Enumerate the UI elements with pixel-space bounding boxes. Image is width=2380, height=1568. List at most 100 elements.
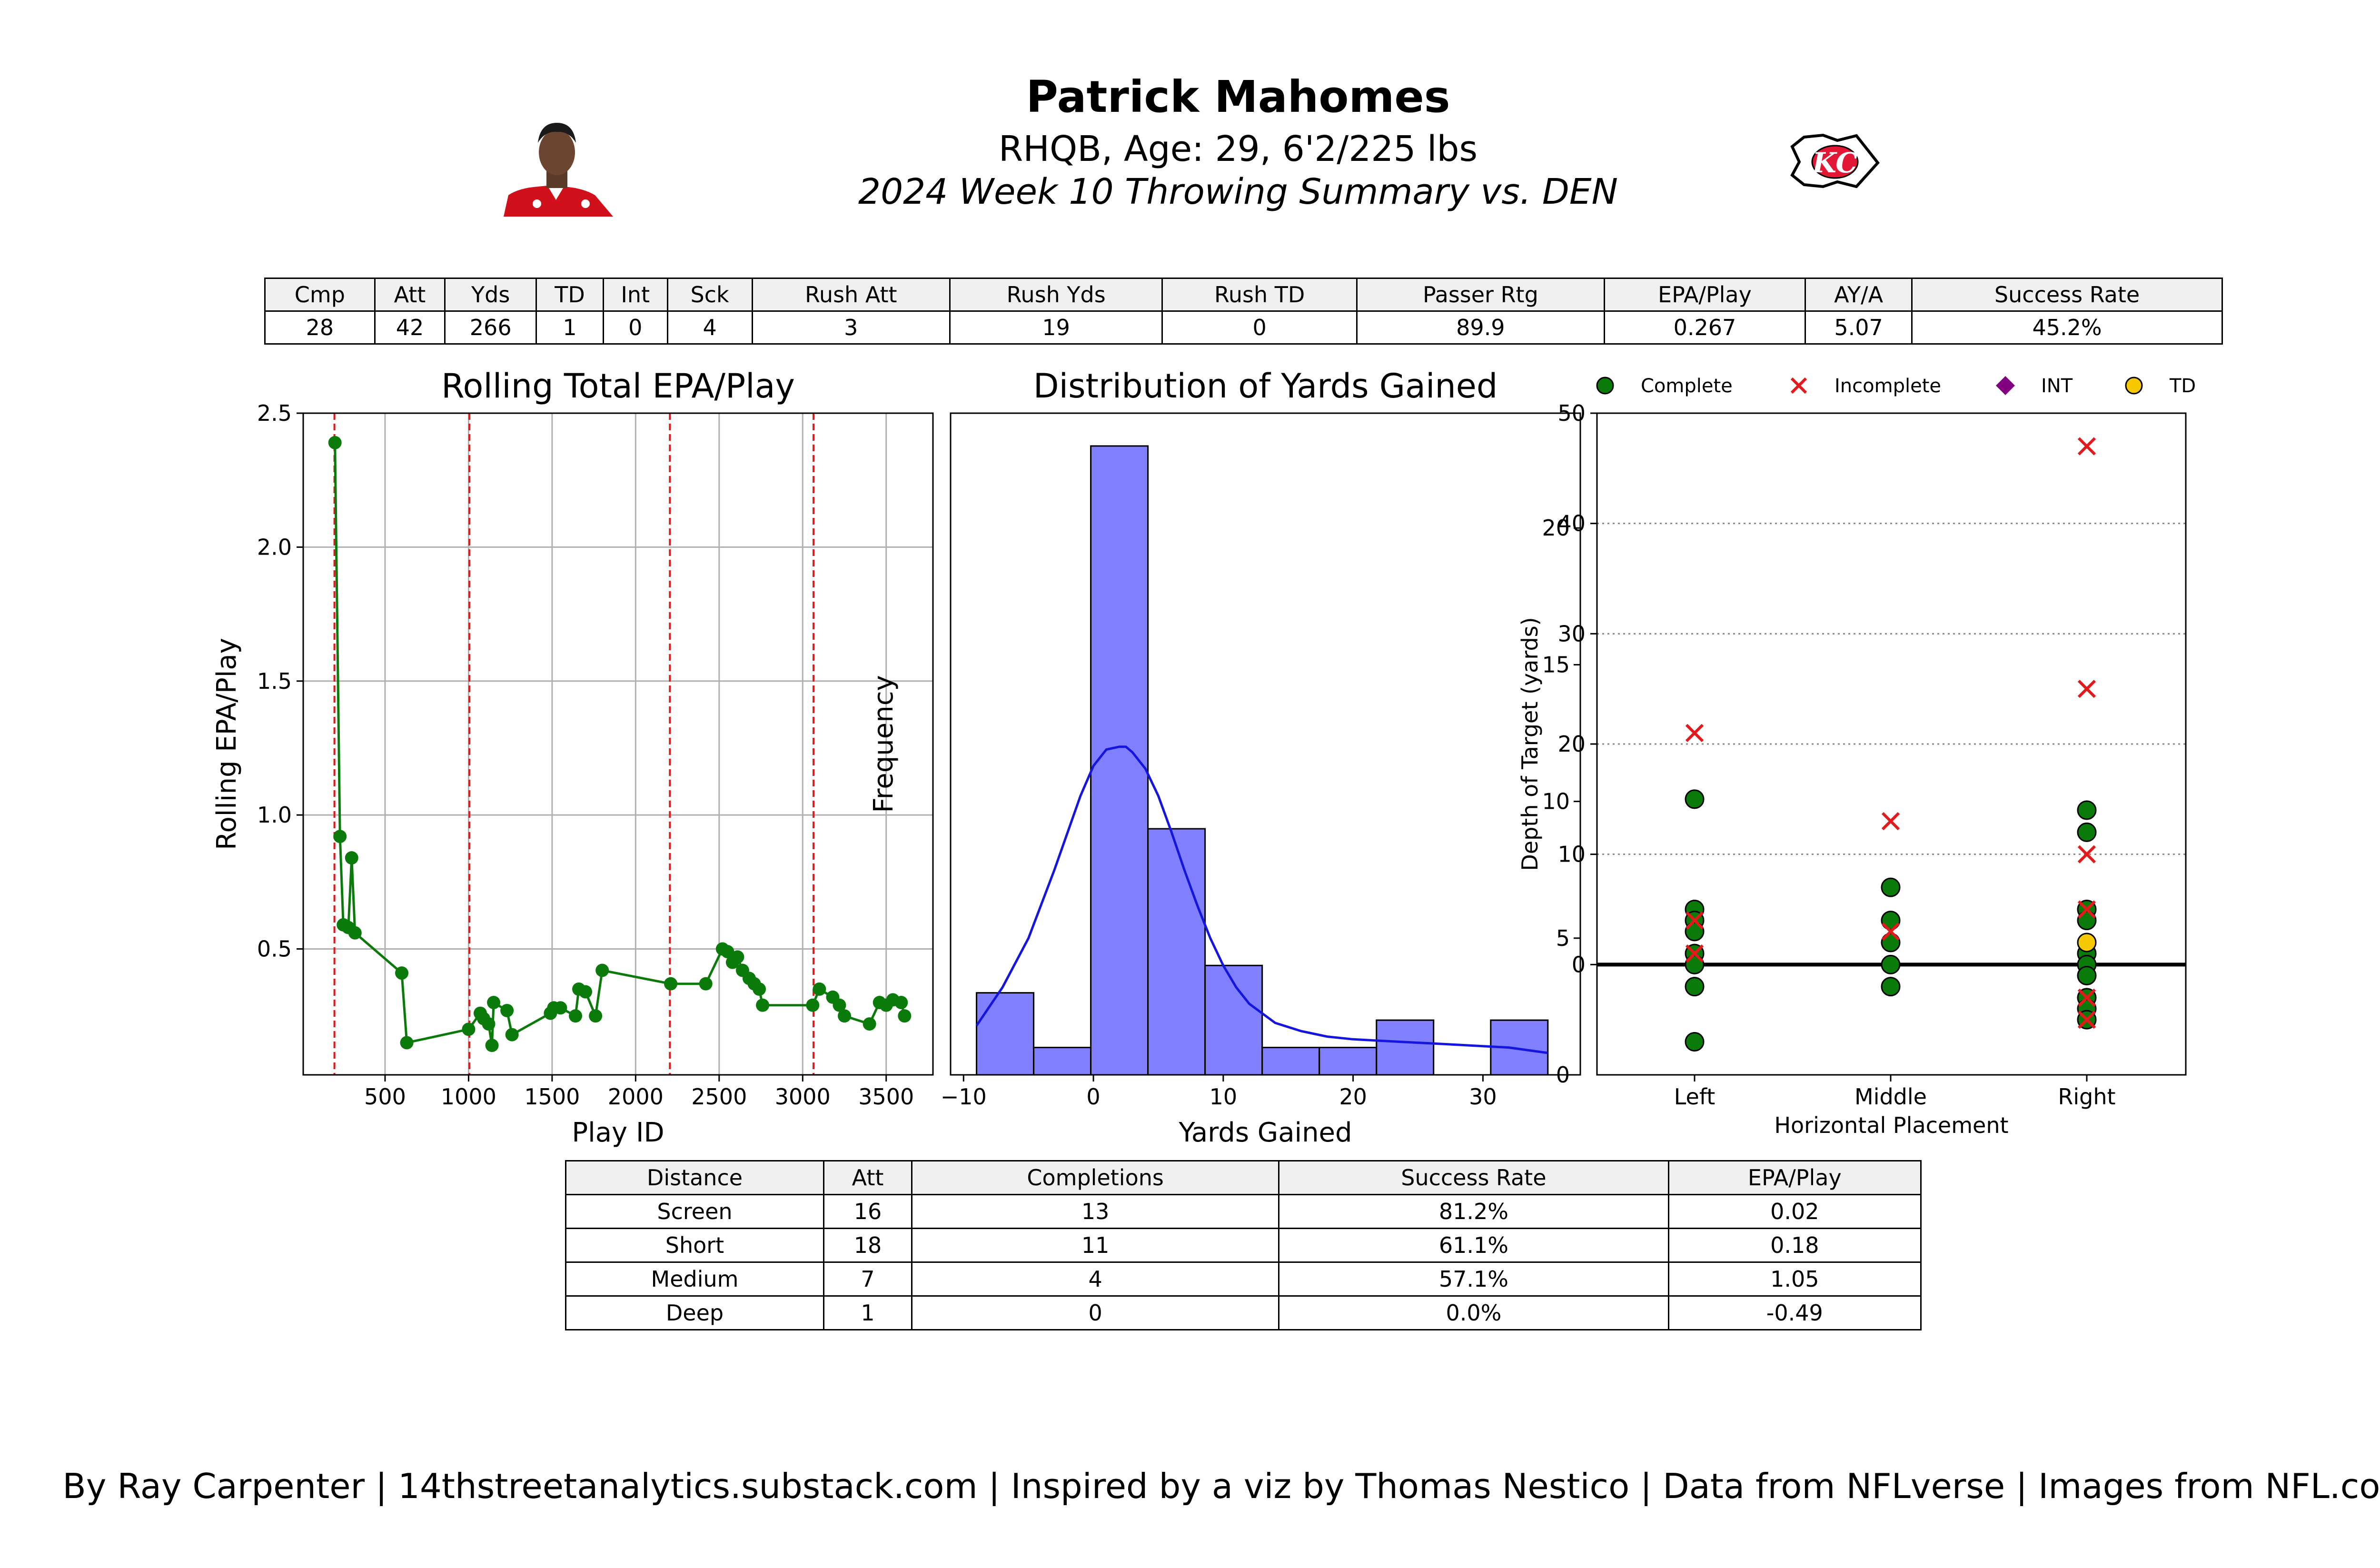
distance-row: Deep 1 0 0.0% -0.49 xyxy=(565,1295,1922,1330)
summary-header-cell: EPA/Play xyxy=(1603,278,1806,312)
summary-header-cell: Cmp xyxy=(264,278,376,312)
distance-cell: 1.05 xyxy=(1667,1261,1922,1297)
kansas-city-chiefs-logo-icon: KC xyxy=(1790,133,1880,189)
rolling-epa-point xyxy=(595,963,609,977)
y-tick-label: 1.0 xyxy=(257,802,292,828)
summary-header-cell: Int xyxy=(602,278,668,312)
summary-header-cell: Yds xyxy=(444,278,537,312)
rolling-epa-point xyxy=(806,998,820,1012)
rolling-epa-point xyxy=(579,985,593,999)
distance-header-cell: Success Rate xyxy=(1278,1160,1669,1195)
summary-value-cell: 19 xyxy=(949,310,1163,345)
axes-frame xyxy=(302,412,934,1076)
rolling-epa-point xyxy=(731,950,744,964)
x-stroke xyxy=(1881,922,1900,941)
x-axis-label: Yards Gained xyxy=(1178,1117,1352,1148)
player-bio: RHQB, Age: 29, 6'2/225 lbs xyxy=(998,129,1478,169)
x-stroke xyxy=(2077,900,2096,919)
rolling-epa-point xyxy=(395,966,409,980)
complete-pass-marker xyxy=(1685,977,1705,997)
incomplete-pass-marker xyxy=(2077,988,2096,1007)
legend-label: Incomplete xyxy=(1835,375,1941,397)
incomplete-pass-marker xyxy=(2077,900,2096,919)
distance-cell: 13 xyxy=(911,1194,1280,1229)
legend-complete-marker xyxy=(1596,377,1614,395)
summary-header-row: Cmp Att Yds TD Int Sck Rush Att Rush Yds Rush TD… xyxy=(264,278,2223,312)
summary-header-cell: Passer Rtg xyxy=(1356,278,1605,312)
kde-curve xyxy=(975,745,1548,1054)
legend-label: Complete xyxy=(1641,375,1733,397)
distance-header-row: Distance Att Completions Success Rate EPA/Pl… xyxy=(565,1160,1922,1195)
rolling-epa-point xyxy=(813,982,826,996)
axes-frame xyxy=(950,412,1581,1076)
x-tick-label: Middle xyxy=(1854,1084,1927,1110)
y-axis-label: Depth of Target (yards) xyxy=(1517,617,1543,871)
distance-cell: Medium xyxy=(565,1261,824,1297)
x-tick-label: 30 xyxy=(1469,1084,1497,1110)
rolling-epa-point xyxy=(589,1009,603,1023)
distance-cell: Deep xyxy=(565,1295,824,1330)
summary-value-row: 28 42 266 1 0 4 3 19 0 89.9 0.267 5.07 45.2% xyxy=(264,310,2223,345)
summary-header-cell: Rush Yds xyxy=(949,278,1163,312)
x-tick-label: 3500 xyxy=(858,1084,914,1110)
histogram-bar xyxy=(1319,1047,1378,1076)
distance-breakdown-table: Distance Att Completions Success Rate EPA/Pl… xyxy=(565,1160,1922,1330)
y-axis-label: Frequency xyxy=(868,675,899,813)
x-tick-label: 10 xyxy=(1210,1084,1238,1110)
summary-header-cell: TD xyxy=(536,278,604,312)
complete-pass-marker xyxy=(2077,822,2097,842)
x-stroke xyxy=(1685,911,1704,930)
summary-header-cell: AY/A xyxy=(1805,278,1913,312)
histogram-bar xyxy=(1261,1047,1320,1076)
x-tick-label: 20 xyxy=(1339,1084,1367,1110)
rolling-epa-point xyxy=(863,1017,876,1031)
rolling-epa-point xyxy=(569,1009,583,1023)
distance-header-cell: Distance xyxy=(565,1160,824,1195)
rolling-epa-point xyxy=(485,1039,499,1052)
y-tick-label: 20 xyxy=(1542,515,1570,541)
y-tick-label: 0 xyxy=(1572,952,1586,977)
y-tick-label: 10 xyxy=(1557,842,1586,867)
incomplete-pass-marker xyxy=(2077,680,2096,698)
rolling-epa-line xyxy=(334,442,906,1046)
distance-cell: -0.49 xyxy=(1667,1295,1922,1330)
rolling-epa-point xyxy=(753,982,766,996)
rolling-epa-point xyxy=(721,945,734,959)
histogram-bar xyxy=(976,992,1035,1076)
rolling-epa-point xyxy=(505,1028,519,1042)
legend-label: TD xyxy=(2169,375,2196,397)
distance-cell: 0 xyxy=(911,1295,1280,1330)
x-tick-label: −10 xyxy=(941,1084,987,1110)
distance-cell: Short xyxy=(565,1228,824,1263)
distance-cell: 1 xyxy=(823,1295,913,1330)
incomplete-pass-marker xyxy=(2077,845,2096,863)
distance-cell: Screen xyxy=(565,1194,824,1229)
summary-value-cell: 0 xyxy=(1161,310,1358,345)
rolling-epa-point xyxy=(699,977,713,991)
x-axis-label: Horizontal Placement xyxy=(1774,1112,2008,1138)
y-tick-label: 2.0 xyxy=(257,534,292,560)
y-tick-label: 0.5 xyxy=(257,936,292,962)
rolling-epa-point xyxy=(756,998,770,1012)
summary-value-cell: 42 xyxy=(374,310,446,345)
distance-cell: 57.1% xyxy=(1278,1261,1669,1297)
distance-cell: 0.0% xyxy=(1278,1295,1669,1330)
distance-cell: 16 xyxy=(823,1194,913,1229)
summary-header-cell: Rush Att xyxy=(751,278,951,312)
chart-title: Distribution of Yards Gained xyxy=(1033,367,1498,406)
incomplete-pass-marker xyxy=(2077,437,2096,456)
summary-value-cell: 1 xyxy=(536,310,604,345)
incomplete-pass-marker xyxy=(1685,911,1704,930)
summary-value-cell: 5.07 xyxy=(1805,310,1913,345)
x-tick-label: Right xyxy=(2058,1084,2115,1110)
x-stroke xyxy=(2077,845,2096,863)
distance-row: Short 18 11 61.1% 0.18 xyxy=(565,1228,1922,1263)
summary-header-cell: Rush TD xyxy=(1161,278,1358,312)
rolling-epa-point xyxy=(894,996,908,1010)
y-axis-label: Rolling EPA/Play xyxy=(211,638,242,850)
complete-pass-marker xyxy=(2077,966,2097,985)
player-headshot-icon xyxy=(504,123,613,217)
histogram-bar xyxy=(1033,1047,1092,1076)
x-stroke xyxy=(2077,680,2096,698)
